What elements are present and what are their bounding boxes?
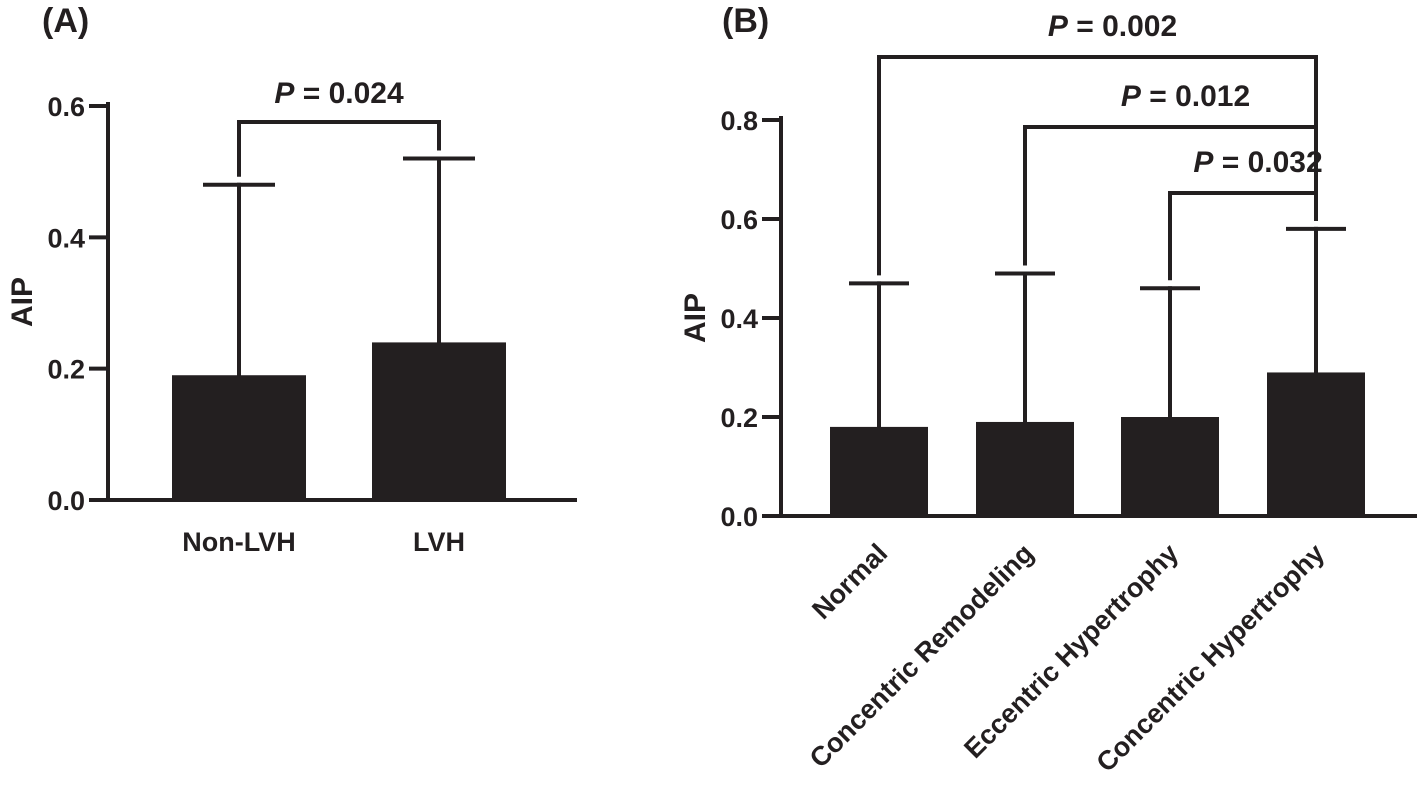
significance-bracket	[1168, 191, 1318, 281]
p-value: = 0.024	[294, 77, 404, 110]
bar	[1121, 417, 1219, 516]
significance-bracket	[237, 120, 441, 177]
p-symbol: P	[1121, 80, 1142, 113]
p-value: = 0.002	[1068, 10, 1177, 43]
panel-a-marks: 0.0 0.2 0.4 0.6 Non-LVH LVH P = 0.024	[47, 77, 577, 557]
y-tick-label: 0.6	[47, 92, 85, 122]
panel-b-y-axis-label: AIP	[679, 293, 712, 343]
bar	[976, 421, 1074, 516]
y-tick-label: 0.2	[720, 403, 758, 433]
p-value-label: P = 0.032	[1193, 146, 1322, 179]
category-label: LVH	[413, 527, 465, 557]
panel-a-label: (A)	[42, 2, 89, 40]
p-symbol: P	[274, 77, 295, 110]
panel-a: (A) AIP 0.0 0.2 0.4 0.6 Non-LVH LVH P = 0.024	[6, 2, 577, 557]
bar	[372, 342, 506, 500]
bar	[830, 426, 928, 516]
p-value-label: P = 0.012	[1121, 80, 1250, 113]
y-tick-label: 0.6	[720, 205, 758, 235]
p-value-label: P = 0.024	[274, 77, 404, 110]
p-value-label: P = 0.002	[1048, 10, 1177, 43]
y-tick-label: 0.8	[720, 106, 758, 136]
significance-bracket	[1023, 125, 1318, 266]
y-tick-label: 0.4	[47, 223, 85, 253]
y-tick-label: 0.4	[720, 304, 758, 334]
bar	[172, 375, 306, 500]
p-symbol: P	[1048, 10, 1069, 43]
p-value: = 0.032	[1213, 146, 1322, 179]
panel-b: (B) AIP 0.00.20.40.60.8NormalConcentric …	[679, 2, 1417, 778]
panel-a-y-axis-label: AIP	[6, 277, 39, 327]
category-label: Non-LVH	[182, 527, 295, 557]
bar	[1267, 372, 1365, 516]
category-label: Normal	[806, 538, 893, 625]
panel-b-label: (B)	[722, 2, 769, 40]
y-tick-label: 0.0	[47, 486, 85, 516]
y-tick-label: 0.0	[720, 502, 758, 532]
p-symbol: P	[1193, 146, 1214, 179]
y-tick-label: 0.2	[47, 355, 85, 385]
p-value: = 0.012	[1141, 80, 1250, 113]
